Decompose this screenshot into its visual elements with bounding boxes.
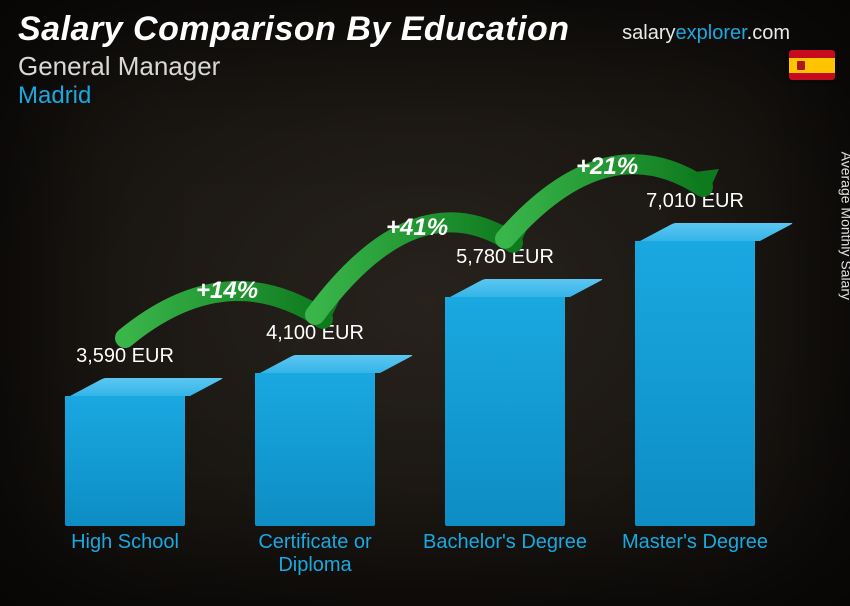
increase-arc: +21% xyxy=(30,120,790,586)
page-title: Salary Comparison By Education xyxy=(18,10,832,49)
header: Salary Comparison By Education General M… xyxy=(18,10,832,110)
subtitle: General Manager xyxy=(18,51,832,82)
location: Madrid xyxy=(18,82,832,110)
increase-label: +21% xyxy=(576,153,638,181)
y-axis-label: Average Monthly Salary xyxy=(838,152,850,300)
bar-chart: 3,590 EUR4,100 EUR5,780 EUR7,010 EUR Hig… xyxy=(30,120,790,586)
